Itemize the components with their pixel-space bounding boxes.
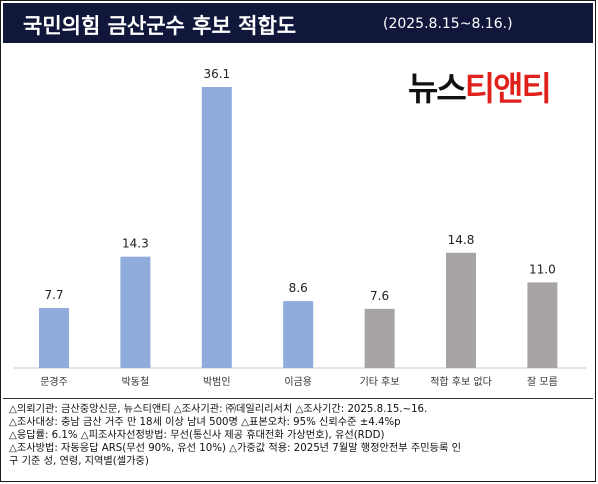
survey-notes: △의뢰기관: 금산중앙신문, 뉴스티앤티 △조사기관: ㈜데일리리서치 △조사기… xyxy=(9,403,589,468)
note-line: △조사대상: 충남 금산 거주 만 18세 이상 남녀 500명 △표본오차: … xyxy=(9,417,401,428)
bar-value-label: 14.8 xyxy=(448,233,475,247)
bar-chart: 7.7 문경주 14.3 박동철 36.1 박범인 8.6 이금용 7.6 기타 후보 14.8 적합… xyxy=(14,67,586,388)
logo-part-1: 뉴스 xyxy=(408,69,467,108)
bar-value-label: 7.7 xyxy=(44,288,63,302)
bar-value-label: 14.3 xyxy=(122,237,149,251)
bar-value-label: 8.6 xyxy=(289,281,308,295)
page-title: 국민의힘 금산군수 후보 적합도 xyxy=(23,14,297,38)
title-bar: 국민의힘 금산군수 후보 적합도 (2025.8.15~8.16.) xyxy=(3,3,593,43)
bars-group: 7.7 문경주 14.3 박동철 36.1 박범인 8.6 이금용 7.6 기타 후보 14.8 적합… xyxy=(39,67,558,388)
category-label: 기타 후보 xyxy=(360,376,400,388)
bar xyxy=(120,256,151,368)
note-line: △의뢰기관: 금산중앙신문, 뉴스티앤티 △조사기관: ㈜데일리리서치 △조사기… xyxy=(9,404,428,415)
note-line: 구 기준 성, 연령, 지역별(셀가중) xyxy=(9,456,149,467)
note-line: △응답률: 6.1% △피조사자선정방법: 무선(통신사 제공 휴대전화 가상번… xyxy=(9,430,385,441)
category-label: 적합 후보 없다 xyxy=(430,375,492,388)
category-label: 문경주 xyxy=(40,375,68,388)
bar xyxy=(527,282,558,368)
bar-value-label: 11.0 xyxy=(529,262,556,276)
bar xyxy=(446,252,476,368)
category-label: 박동철 xyxy=(122,376,150,388)
logo-part-2: 티앤티 xyxy=(464,69,552,108)
category-label: 이금용 xyxy=(284,376,312,388)
bar xyxy=(201,87,232,368)
category-label: 잘 모름 xyxy=(527,376,558,388)
note-line: △조사방법: 자동응답 ARS(무선 90%, 유선 10%) △가중값 적용:… xyxy=(9,443,461,454)
notes-divider xyxy=(3,398,593,399)
bar xyxy=(283,301,314,368)
bar-value-label: 36.1 xyxy=(203,67,230,81)
survey-period: (2025.8.15~8.16.) xyxy=(383,16,513,32)
bar-value-label: 7.6 xyxy=(370,289,389,303)
bar xyxy=(364,308,395,368)
category-label: 박범인 xyxy=(203,376,231,388)
bar xyxy=(39,308,69,368)
news-logo: 뉴스티앤티 xyxy=(408,62,552,110)
